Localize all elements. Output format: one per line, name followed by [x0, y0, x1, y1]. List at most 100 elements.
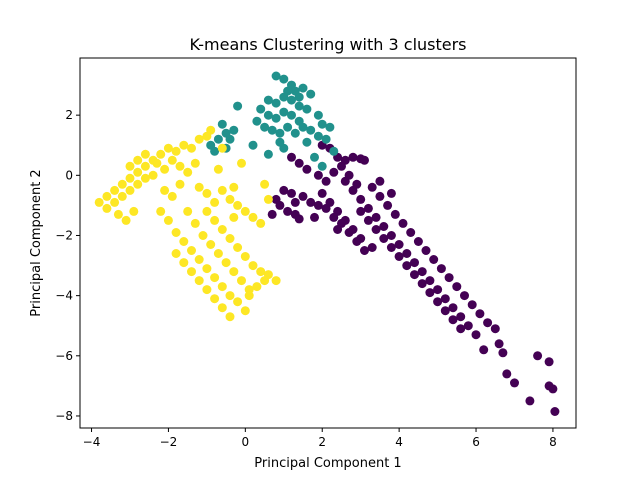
data-point [421, 246, 431, 255]
data-point [175, 161, 185, 171]
data-point [279, 74, 289, 84]
data-point [171, 146, 181, 156]
data-point [202, 285, 212, 295]
data-point [256, 104, 266, 114]
data-point [306, 89, 316, 99]
data-point [550, 407, 560, 416]
data-point [225, 291, 235, 301]
data-point [148, 170, 158, 180]
data-point [363, 215, 373, 225]
data-point [533, 351, 543, 361]
data-point [417, 267, 427, 277]
data-point [390, 209, 400, 219]
x-tick-label: 6 [472, 435, 480, 449]
data-point [287, 152, 296, 162]
data-point [140, 173, 150, 183]
data-point [179, 140, 189, 150]
data-point [256, 267, 266, 277]
y-tick-label: −8 [55, 409, 73, 423]
data-point [440, 306, 450, 316]
data-point [187, 267, 196, 277]
data-point [133, 179, 143, 189]
data-point [452, 282, 462, 292]
data-point [263, 110, 273, 120]
data-point [433, 285, 443, 295]
data-point [544, 357, 554, 367]
data-point [317, 188, 327, 198]
data-point [183, 206, 193, 216]
chart-title: K-means Clustering with 3 clusters [189, 35, 466, 54]
data-point [317, 161, 327, 171]
data-point [233, 297, 243, 307]
data-point [356, 206, 366, 216]
data-point [344, 170, 354, 180]
data-point [287, 188, 296, 198]
data-point [325, 122, 335, 132]
data-point [94, 197, 104, 207]
data-point [321, 176, 331, 186]
data-point [229, 212, 239, 222]
data-point [329, 212, 339, 222]
data-point [271, 71, 281, 81]
data-point [117, 179, 127, 189]
data-point [490, 324, 500, 334]
data-point [263, 270, 273, 280]
data-point [329, 167, 339, 177]
data-point [352, 237, 362, 246]
data-point [440, 294, 450, 304]
data-point [306, 197, 316, 207]
data-point [383, 200, 393, 210]
data-point [217, 282, 227, 292]
data-point [425, 276, 435, 286]
data-point [321, 134, 331, 144]
data-point [294, 158, 304, 168]
x-tick-label: 2 [318, 435, 326, 449]
data-point [183, 167, 193, 177]
data-point [213, 164, 223, 174]
data-point [444, 273, 454, 283]
data-point [410, 258, 419, 268]
data-point [244, 285, 254, 295]
data-point [260, 179, 270, 189]
data-point [210, 146, 220, 156]
data-point [160, 164, 170, 174]
data-point [360, 246, 369, 255]
data-point [379, 222, 389, 231]
data-point [167, 191, 177, 201]
data-point [302, 137, 312, 147]
data-point [152, 158, 162, 168]
data-point [110, 185, 120, 195]
data-points [94, 71, 560, 416]
data-point [271, 113, 281, 123]
data-point [367, 243, 377, 252]
data-point [467, 300, 477, 310]
y-tick-label: 0 [65, 168, 73, 182]
data-point [294, 214, 304, 224]
data-point [456, 324, 466, 334]
data-point [498, 348, 508, 358]
data-point [167, 155, 177, 165]
data-point [310, 152, 319, 162]
data-point [190, 218, 200, 228]
data-point [329, 146, 339, 156]
data-point [202, 188, 212, 198]
data-point [379, 234, 389, 243]
data-point [187, 246, 196, 255]
data-point [360, 155, 369, 165]
data-point [206, 125, 216, 135]
data-point [217, 303, 227, 313]
data-point [298, 191, 308, 201]
data-point [271, 98, 281, 108]
data-point [217, 185, 227, 195]
data-point [548, 384, 558, 394]
data-point [163, 143, 173, 153]
data-point [321, 203, 331, 213]
data-point [410, 270, 419, 280]
data-point [436, 264, 446, 274]
data-point [287, 110, 296, 120]
data-point [448, 303, 458, 313]
data-point [252, 282, 262, 292]
x-tick-label: 0 [242, 435, 250, 449]
data-point [187, 143, 196, 153]
data-point [363, 203, 373, 213]
